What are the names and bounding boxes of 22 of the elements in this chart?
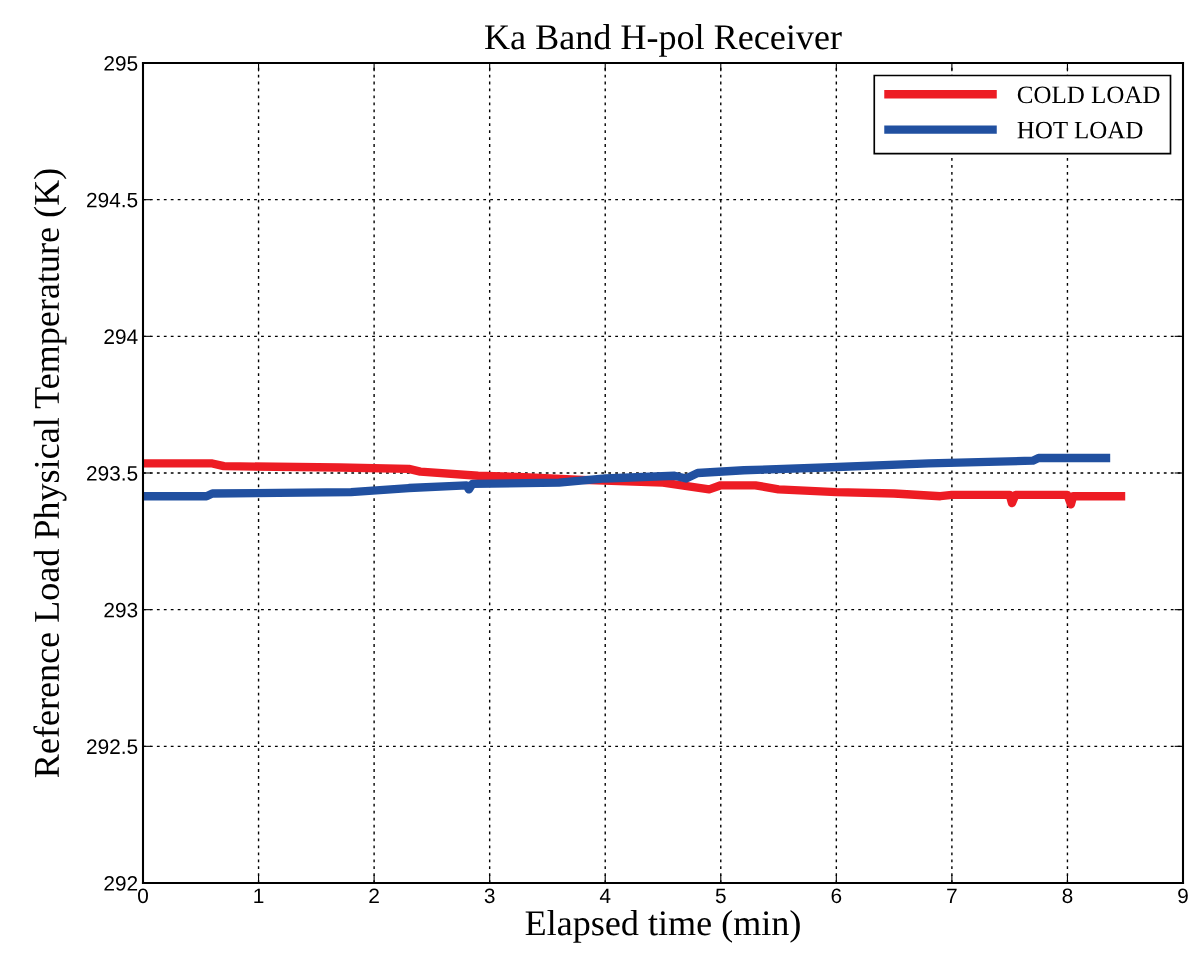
- y-tick-label: 292: [104, 876, 138, 891]
- y-tick-label: 294.5: [87, 192, 138, 208]
- x-tick-label: 2: [369, 888, 379, 903]
- y-tick-label: 294: [104, 329, 138, 345]
- y-tick-label: 292.5: [87, 739, 138, 755]
- x-tick-label: 8: [1062, 888, 1073, 904]
- legend-label: HOT LOAD: [1017, 121, 1143, 139]
- x-tick-label: 0: [138, 888, 148, 904]
- x-tick-label: 6: [831, 888, 842, 904]
- legend-label: COLD LOAD: [1017, 86, 1160, 104]
- chart-title: Ka Band H-pol Receiver: [485, 24, 842, 57]
- x-tick-label: 5: [715, 888, 726, 904]
- y-axis-title: Reference Load Physical Temperature (K): [33, 169, 67, 778]
- x-axis-title: Elapsed time (min): [525, 910, 800, 943]
- x-tick-label: 9: [1178, 888, 1188, 904]
- y-tick-label: 295: [104, 56, 138, 71]
- x-tick-label: 7: [947, 888, 957, 903]
- x-tick-label: 1: [254, 888, 264, 903]
- y-tick-label: 293.5: [87, 466, 138, 481]
- x-tick-label: 3: [484, 888, 495, 904]
- y-tick-label: 293: [104, 602, 138, 618]
- x-tick-label: 4: [599, 888, 611, 903]
